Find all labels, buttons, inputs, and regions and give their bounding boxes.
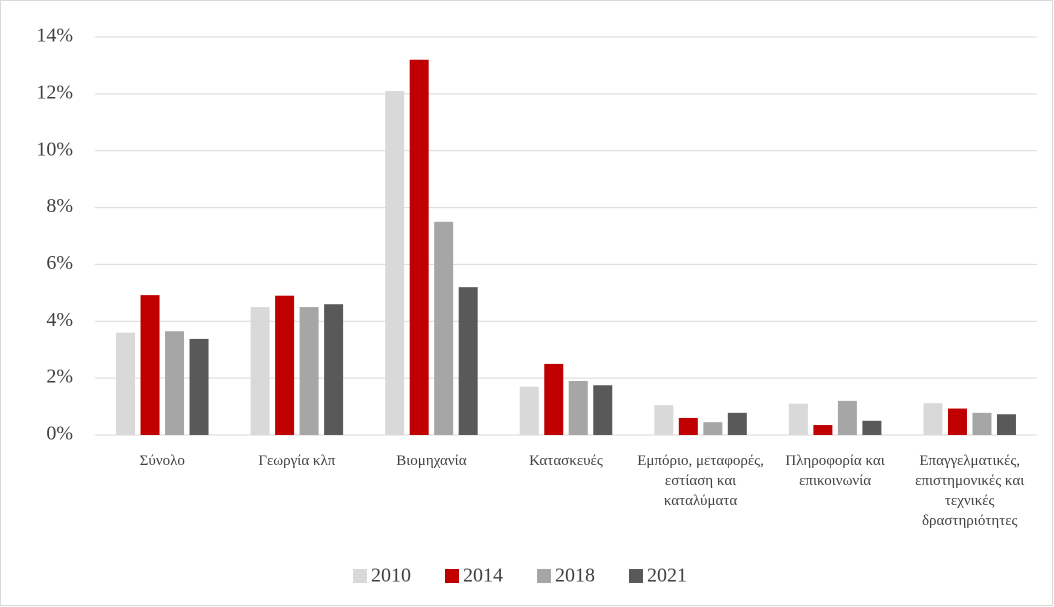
x-tick-label: Επαγγελματικές, επιστημονικές και τεχνικ… <box>915 453 1025 529</box>
bar <box>519 386 539 435</box>
bar <box>458 287 478 435</box>
y-tick-label: 10% <box>36 138 73 160</box>
bar <box>837 400 857 435</box>
bar <box>788 403 808 435</box>
x-tick-label: Πληροφορία και επικοινωνία <box>785 453 885 489</box>
x-tick-label: Γεωργία κλπ <box>258 453 336 469</box>
legend-label: 2021 <box>647 565 687 587</box>
legend-swatch <box>537 569 551 583</box>
bar <box>116 332 136 435</box>
bar <box>299 307 319 435</box>
legend-swatch <box>353 569 367 583</box>
bar <box>947 408 967 435</box>
bar <box>972 412 992 435</box>
y-tick-label: 4% <box>46 309 73 331</box>
y-tick-label: 14% <box>36 25 73 47</box>
legend-label: 2010 <box>371 565 411 587</box>
legend-label: 2014 <box>463 565 503 587</box>
bar <box>813 425 833 435</box>
x-tick-label: Κατασκευές <box>529 453 603 469</box>
bar <box>996 414 1016 435</box>
legend-swatch <box>629 569 643 583</box>
bar <box>593 385 613 435</box>
bar <box>140 295 160 435</box>
bar <box>568 380 588 435</box>
y-tick-label: 0% <box>46 423 73 445</box>
y-tick-label: 6% <box>46 252 73 274</box>
legend-swatch <box>445 569 459 583</box>
bar <box>678 417 698 435</box>
bar <box>385 91 405 435</box>
y-tick-label: 2% <box>46 366 73 388</box>
bar <box>250 307 270 435</box>
bar <box>434 221 454 435</box>
x-tick-label: Σύνολο <box>139 453 185 469</box>
bar <box>654 405 674 435</box>
bar <box>189 338 209 435</box>
bar <box>923 403 943 435</box>
bar <box>409 59 429 435</box>
legend-label: 2018 <box>555 565 595 587</box>
y-tick-label: 12% <box>36 81 73 103</box>
bar <box>275 295 295 435</box>
bar <box>544 363 564 435</box>
bar <box>727 412 747 435</box>
y-tick-label: 8% <box>46 195 73 217</box>
x-tick-label: Βιομηχανία <box>396 453 467 469</box>
bar <box>324 304 344 435</box>
bar <box>703 422 723 435</box>
bar <box>862 420 882 435</box>
x-tick-label: Εμπόριο, μεταφορές, εστίαση και καταλύμα… <box>637 453 764 509</box>
bar <box>165 331 185 435</box>
